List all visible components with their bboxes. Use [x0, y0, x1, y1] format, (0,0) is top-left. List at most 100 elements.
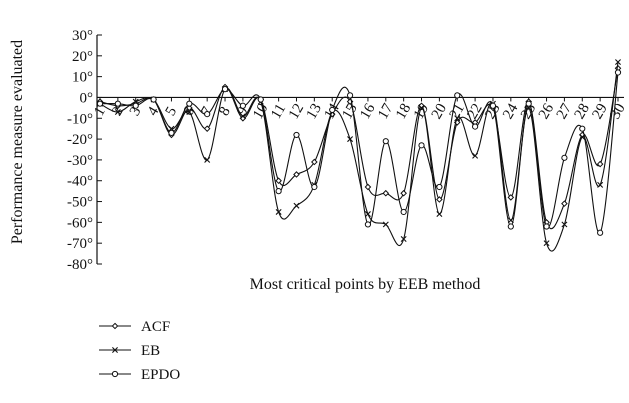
x-tick-label: 29	[589, 101, 610, 122]
series-acf-point	[275, 177, 282, 185]
series-eb-point	[382, 221, 389, 228]
series-epdo-point	[436, 183, 443, 191]
series-epdo-point	[132, 102, 139, 109]
series-eb-point	[418, 104, 425, 111]
y-tick-label: -50°	[67, 195, 93, 211]
series-eb-point	[347, 136, 354, 143]
x-tick-label: 5	[163, 104, 181, 118]
legend-marker-acf	[111, 322, 119, 330]
series-epdo-point	[293, 131, 300, 139]
y-tick-label: 10°	[72, 70, 93, 86]
series-epdo-line	[99, 72, 619, 234]
series-acf-point	[507, 194, 515, 201]
series-eb-point	[114, 109, 121, 116]
series-epdo-point	[614, 69, 622, 76]
series-epdo-point	[579, 125, 586, 132]
series-epdo-point	[543, 223, 550, 230]
series-epdo-point	[346, 92, 354, 99]
series-epdo-point	[489, 102, 497, 109]
series-epdo-point	[311, 183, 318, 191]
series-acf-point	[561, 200, 568, 207]
series-epdo-point	[96, 100, 104, 107]
series-eb-point	[472, 152, 479, 159]
series-epdo-point	[186, 100, 193, 107]
series-epdo-point	[597, 229, 604, 236]
series-acf-point	[596, 160, 604, 168]
x-tick-label: 19	[411, 101, 432, 122]
series-eb-point	[239, 113, 246, 120]
legend-label-acf: ACF	[141, 319, 170, 335]
series-epdo-point	[364, 221, 372, 228]
legend-label-eb: EB	[141, 343, 160, 359]
series-epdo-point	[454, 92, 461, 99]
series-eb-point	[275, 208, 282, 215]
legend: ACF EB EPDO	[99, 319, 180, 383]
y-tick-label: -10°	[67, 111, 93, 127]
series-epdo-point	[150, 96, 157, 103]
series-epdo-point	[418, 142, 425, 149]
series-acf-line	[99, 68, 619, 230]
series-eb-line	[99, 61, 619, 252]
series-acf-point	[203, 125, 211, 132]
series-epdo-point	[561, 154, 568, 161]
series-epdo-point	[472, 123, 479, 130]
y-tick-label: 20°	[72, 49, 93, 65]
series-eb-point	[454, 115, 461, 122]
series-epdo-point	[329, 106, 336, 114]
y-axis-title: Performance measure evaluated	[9, 40, 26, 244]
y-tick-label: -40°	[67, 174, 93, 190]
y-tick-label: -80°	[67, 257, 93, 273]
series-acf-point	[186, 104, 193, 112]
series-epdo-point	[525, 100, 532, 107]
legend-item-epdo: EPDO	[99, 367, 180, 383]
series-eb-point	[400, 236, 407, 243]
y-tick-label: -70°	[67, 236, 93, 252]
series-epdo-point	[204, 111, 211, 118]
series-acf-point	[436, 196, 443, 203]
y-tick-label: 30°	[72, 28, 93, 44]
series-epdo-point	[507, 223, 514, 230]
legend-marker-eb	[112, 347, 118, 353]
x-tick-label: 11	[268, 101, 289, 122]
x-tick-label: 23	[482, 101, 503, 122]
legend-marker-epdo	[111, 370, 119, 378]
series-epdo-point	[382, 138, 389, 145]
legend-item-acf: ACF	[99, 319, 170, 335]
x-tick-label: 20	[429, 101, 450, 122]
y-tick-label: 0°	[80, 90, 94, 106]
series-epdo-point	[257, 96, 264, 103]
series-epdo-point	[114, 100, 121, 107]
series-eb-point	[543, 240, 550, 247]
y-tick-label: -20°	[67, 132, 93, 148]
x-tick-label: 12	[286, 101, 307, 122]
x-tick-label: 18	[393, 101, 414, 122]
y-tick-label: -30°	[67, 153, 93, 169]
axes: 30° 20° 10° 0° -10° -20° -30° -40° -50° -60° -70° -…	[67, 28, 629, 273]
series-acf-point	[400, 189, 407, 197]
series-epdo-point	[400, 208, 407, 216]
series-eb-point	[561, 221, 568, 228]
series-lines	[96, 59, 622, 252]
series-eb-point	[436, 211, 443, 218]
series-acf-point	[311, 158, 318, 166]
series-acf-point	[382, 189, 390, 197]
series-eb-point	[364, 211, 371, 218]
series-epdo-point	[239, 102, 246, 109]
series-eb-point	[615, 59, 621, 66]
series-eb-point	[186, 109, 193, 116]
series-acf-point	[293, 171, 300, 178]
x-axis-title: Most critical points by EEB method	[250, 276, 481, 293]
series-acf-point	[364, 183, 372, 191]
series-eb-point	[597, 181, 604, 188]
legend-label-epdo: EPDO	[141, 367, 180, 383]
y-tick-label: -60°	[67, 215, 93, 231]
x-tick-label: 28	[572, 101, 593, 122]
x-tick-label: 13	[304, 101, 325, 122]
series-eb-point	[204, 156, 211, 163]
series-epdo-point	[168, 129, 175, 136]
x-tick-label: 10	[250, 101, 271, 122]
series-eb	[97, 59, 621, 252]
series-epdo-point	[275, 188, 282, 195]
series-epdo-point	[221, 86, 229, 93]
